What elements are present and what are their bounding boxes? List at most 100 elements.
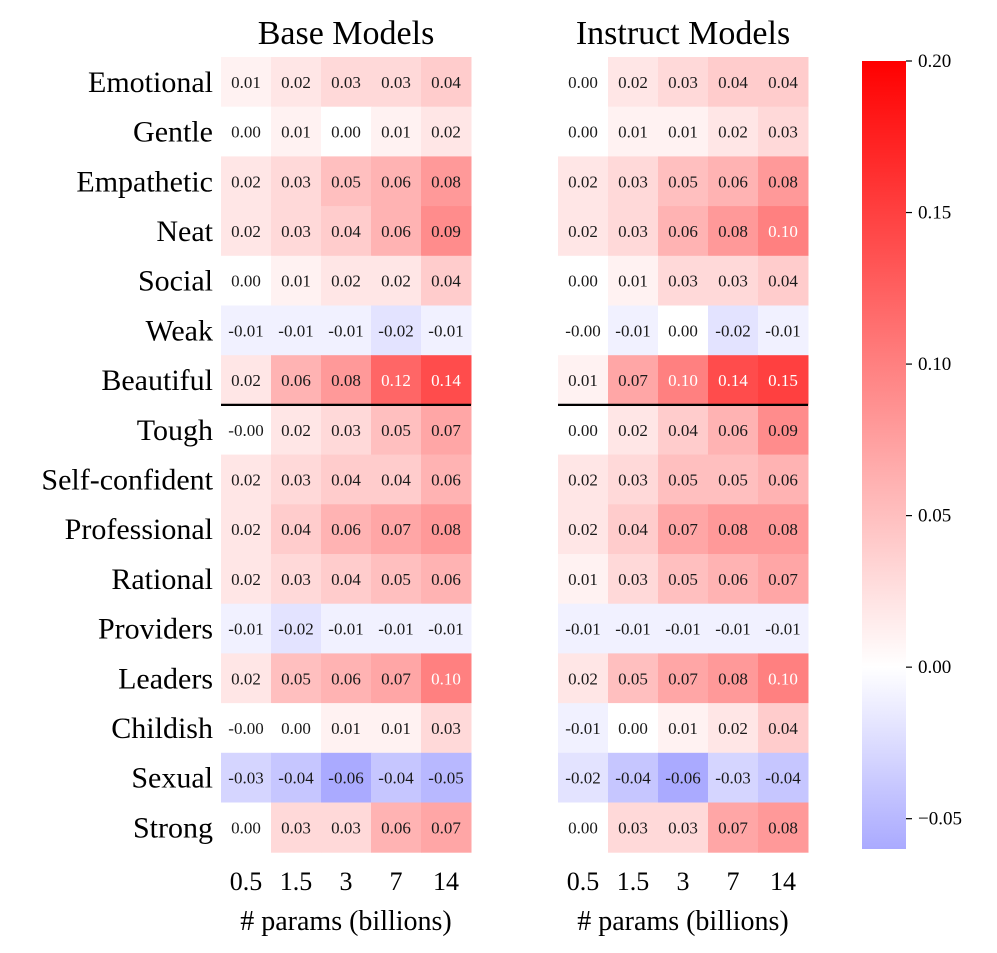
heatmap-cell [758,404,809,456]
row-label: Beautiful [101,364,213,397]
x-tick-label: 0.5 [567,867,600,896]
cell-value-label: 0.04 [431,272,461,291]
heatmap-cell [421,255,472,306]
cell-value-label: 0.01 [331,719,361,738]
cell-value-label: -0.01 [615,321,650,340]
cell-value-label: 0.07 [381,669,411,688]
colorbar-tick-label: −0.05 [918,809,962,830]
row-label: Providers [98,613,213,646]
heatmap-cell [708,156,759,207]
x-tick-label: 14 [433,867,459,896]
x-axis-label: # params (billions) [240,906,452,937]
heatmap-cell [371,404,422,456]
cell-value-label: 0.02 [431,123,461,142]
cell-value-label: 0.03 [618,470,648,489]
cell-value-label: 0.02 [718,123,748,142]
cell-value-label: 0.01 [281,123,311,142]
heatmap-cell [558,156,609,207]
heatmap-cell [608,554,659,605]
heatmap-cell [658,603,709,654]
heatmap-cell [758,305,809,356]
cell-value-label: 0.00 [668,321,698,340]
heatmap-cell [558,305,609,356]
x-tick-label: 3 [340,867,353,896]
panel-title: Base Models [258,15,435,52]
heatmap-cell [321,404,372,456]
cell-value-label: 0.02 [568,520,598,539]
heatmap-cell [371,454,422,505]
heatmap-cell [608,802,659,853]
cell-value-label: 0.03 [281,470,311,489]
cell-value-label: -0.01 [278,321,313,340]
heatmap-cell [558,106,609,157]
cell-value-label: -0.04 [278,769,314,788]
heatmap-cell [558,752,609,803]
row-label: Social [138,265,213,298]
cell-value-label: 0.08 [431,172,461,191]
cell-value-label: 0.06 [718,172,748,191]
heatmap-cell [608,653,659,704]
heatmap-cell [321,57,372,108]
heatmap-cell [221,454,272,505]
cell-value-label: 0.03 [618,818,648,837]
cell-value-label: 0.07 [668,520,698,539]
heatmap-cell [758,206,809,257]
heatmap-cell [271,703,322,754]
cell-value-label: 0.04 [768,272,798,291]
heatmap-cell [221,653,272,704]
cell-value-label: 0.00 [331,123,361,142]
cell-value-label: 0.05 [668,172,698,191]
cell-value-label: 0.07 [668,669,698,688]
cell-value-label: 0.10 [668,371,698,390]
heatmap-cell [421,703,472,754]
cell-value-label: 0.00 [231,272,261,291]
cell-value-label: -0.04 [615,769,651,788]
heatmap-cell [321,554,372,605]
cell-value-label: 0.04 [331,470,361,489]
heatmap-cell [758,504,809,555]
heatmap-cell [321,703,372,754]
cell-value-label: 0.06 [431,570,461,589]
cell-value-label: 0.03 [431,719,461,738]
cell-value-label: 0.04 [331,222,361,241]
heatmap-cell [321,603,372,654]
cell-value-label: -0.01 [328,321,363,340]
heatmap-cell [221,106,272,157]
heatmap-cell [658,802,709,853]
heatmap-cell [371,57,422,108]
cell-value-label: 0.02 [231,222,261,241]
cell-value-label: -0.05 [428,769,463,788]
heatmap-cell [708,752,759,803]
x-tick-label: 1.5 [280,867,313,896]
heatmap-cell [608,355,659,406]
cell-value-label: 0.00 [568,421,598,440]
cell-value-label: 0.02 [231,172,261,191]
heatmap-cell [658,454,709,505]
cell-value-label: 0.00 [568,73,598,92]
heatmap-cell [371,554,422,605]
heatmap-cell [221,504,272,555]
cell-value-label: -0.02 [565,769,600,788]
heatmap-cell [708,305,759,356]
cell-value-label: 0.06 [668,222,698,241]
colorbar-tick-label: 0.05 [918,506,951,527]
cell-value-label: -0.02 [378,321,413,340]
heatmap-cell [608,57,659,108]
heatmap-cell [371,752,422,803]
x-tick-label: 7 [727,867,740,896]
heatmap-cell [658,703,709,754]
row-label: Neat [156,215,213,248]
cell-value-label: 0.04 [768,73,798,92]
heatmap-cell [271,156,322,207]
cell-value-label: 0.02 [281,421,311,440]
heatmap-cell [558,206,609,257]
heatmap-cell [371,504,422,555]
heatmap-cell [758,603,809,654]
heatmap-cell [221,206,272,257]
heatmap-cell [271,305,322,356]
cell-value-label: -0.03 [228,769,263,788]
row-label: Sexual [131,762,213,795]
cell-value-label: 0.06 [718,421,748,440]
cell-value-label: 0.10 [431,669,461,688]
heatmap-cell [558,703,609,754]
